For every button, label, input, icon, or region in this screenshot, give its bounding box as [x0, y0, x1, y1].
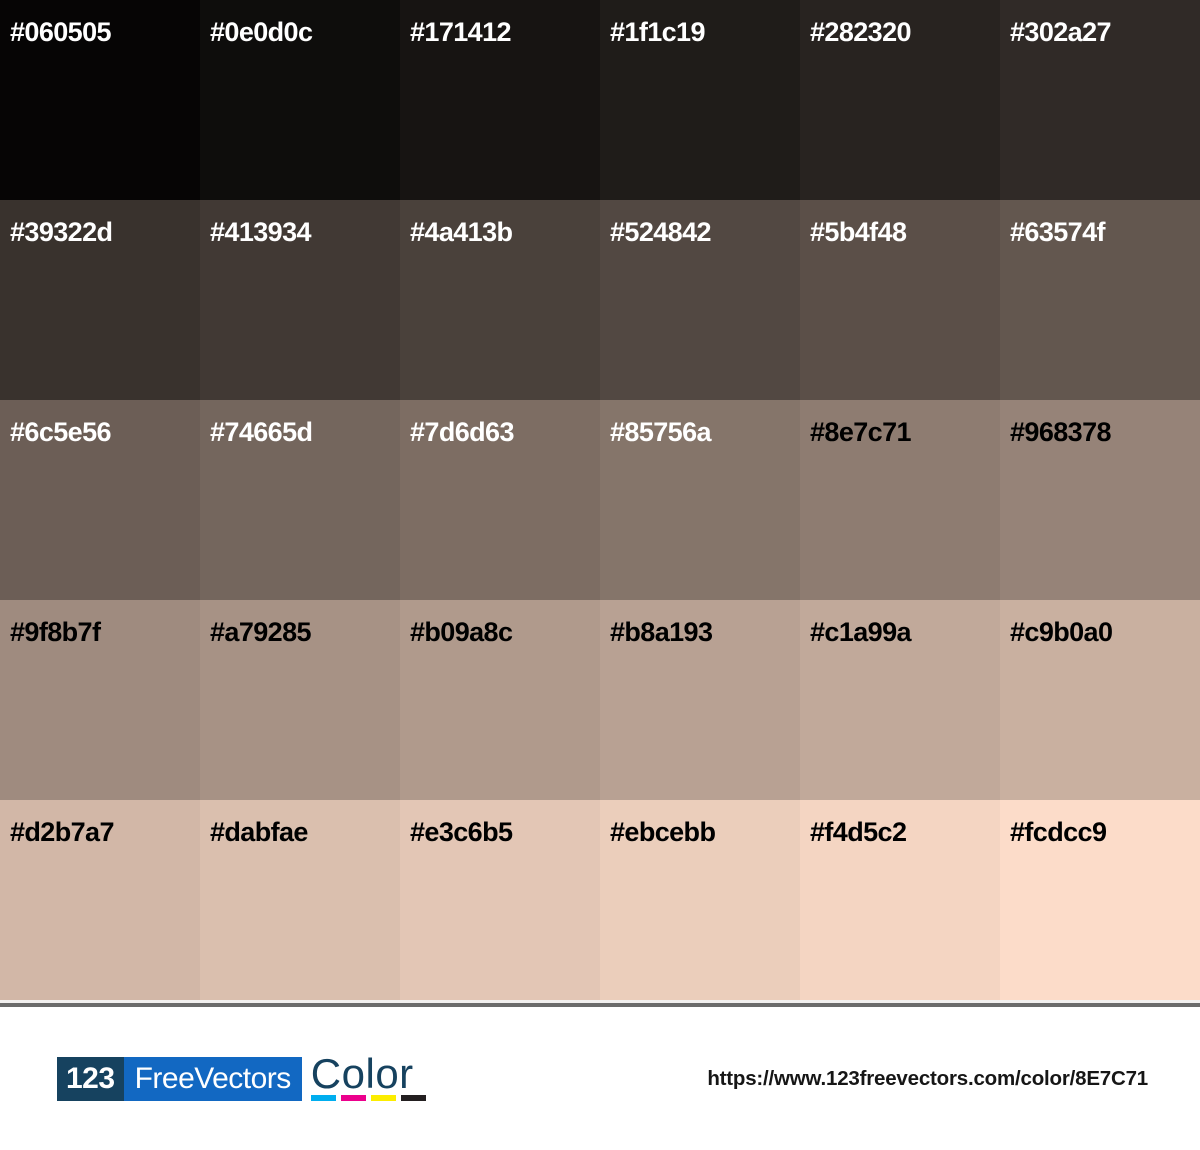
swatch-hex-label: #9f8b7f: [10, 617, 101, 647]
page-url: https://www.123freevectors.com/color/8E7…: [707, 1066, 1148, 1090]
swatch-hex-label: #f4d5c2: [810, 817, 907, 847]
swatch-hex-label: #dabfae: [210, 817, 308, 847]
color-swatch[interactable]: #e3c6b5: [400, 800, 600, 1000]
color-swatch[interactable]: #6c5e56: [0, 400, 200, 600]
color-swatch[interactable]: #74665d: [200, 400, 400, 600]
color-swatch[interactable]: #85756a: [600, 400, 800, 600]
color-swatch[interactable]: #413934: [200, 200, 400, 400]
color-grid: #060505 #0e0d0c #171412 #1f1c19 #282320 #302a…: [0, 0, 1200, 1000]
color-swatch[interactable]: #b8a193: [600, 600, 800, 800]
color-swatch[interactable]: #dabfae: [200, 800, 400, 1000]
swatch-hex-label: #302a27: [1010, 17, 1112, 47]
color-swatch[interactable]: #63574f: [1000, 200, 1200, 400]
magenta-bar: [340, 1094, 366, 1101]
swatch-hex-label: #a79285: [210, 617, 312, 647]
swatch-hex-label: #74665d: [210, 417, 313, 447]
color-swatch[interactable]: #282320: [800, 0, 1000, 200]
brand-logo[interactable]: 123 FreeVectors Color: [57, 1049, 426, 1101]
swatch-hex-label: #060505: [10, 17, 112, 47]
swatch-hex-label: #1f1c19: [610, 17, 705, 47]
swatch-hex-label: #413934: [210, 217, 312, 247]
divider-dark: [0, 1003, 1200, 1007]
color-swatch[interactable]: #968378: [1000, 400, 1200, 600]
color-swatch[interactable]: #ebcebb: [600, 800, 800, 1000]
swatch-hex-label: #c9b0a0: [1010, 617, 1113, 647]
footer: 123 FreeVectors Color https://www.123fre…: [0, 1007, 1200, 1150]
color-swatch[interactable]: #b09a8c: [400, 600, 600, 800]
color-swatch[interactable]: #8e7c71: [800, 400, 1000, 600]
swatch-hex-label: #524842: [610, 217, 712, 247]
color-swatch[interactable]: #302a27: [1000, 0, 1200, 200]
color-swatch[interactable]: #39322d: [0, 200, 200, 400]
color-swatch[interactable]: #060505: [0, 0, 200, 200]
logo-123: 123: [57, 1056, 124, 1101]
swatch-hex-label: #85756a: [610, 417, 712, 447]
swatch-hex-label: #63574f: [1010, 217, 1105, 247]
swatch-hex-label: #ebcebb: [610, 817, 716, 847]
swatch-hex-label: #b09a8c: [410, 617, 513, 647]
color-swatch[interactable]: #c9b0a0: [1000, 600, 1200, 800]
cmyk-bars: [310, 1094, 426, 1101]
swatch-hex-label: #e3c6b5: [410, 817, 513, 847]
color-swatch[interactable]: #9f8b7f: [0, 600, 200, 800]
color-swatch[interactable]: #fcdcc9: [1000, 800, 1200, 1000]
swatch-hex-label: #d2b7a7: [10, 817, 114, 847]
swatch-hex-label: #5b4f48: [810, 217, 907, 247]
color-swatch[interactable]: #a79285: [200, 600, 400, 800]
color-swatch[interactable]: #f4d5c2: [800, 800, 1000, 1000]
swatch-hex-label: #c1a99a: [810, 617, 912, 647]
color-swatch[interactable]: #5b4f48: [800, 200, 1000, 400]
swatch-hex-label: #fcdcc9: [1010, 817, 1107, 847]
logo-freevectors: FreeVectors: [123, 1056, 302, 1101]
black-bar: [400, 1094, 426, 1101]
color-swatch[interactable]: #171412: [400, 0, 600, 200]
swatch-hex-label: #282320: [810, 17, 912, 47]
cyan-bar: [310, 1094, 336, 1101]
logo-badge: 123 FreeVectors: [57, 1056, 302, 1101]
color-swatch[interactable]: #4a413b: [400, 200, 600, 400]
swatch-hex-label: #968378: [1010, 417, 1112, 447]
swatch-hex-label: #171412: [410, 17, 512, 47]
divider-light: [0, 1000, 1200, 1003]
color-swatch[interactable]: #d2b7a7: [0, 800, 200, 1000]
swatch-hex-label: #8e7c71: [810, 417, 912, 447]
logo-color-text: Color: [310, 1049, 414, 1097]
color-swatch[interactable]: #c1a99a: [800, 600, 1000, 800]
swatch-hex-label: #6c5e56: [10, 417, 112, 447]
color-swatch[interactable]: #1f1c19: [600, 0, 800, 200]
color-swatch[interactable]: #524842: [600, 200, 800, 400]
swatch-hex-label: #7d6d63: [410, 417, 514, 447]
yellow-bar: [370, 1094, 396, 1101]
swatch-hex-label: #b8a193: [610, 617, 713, 647]
swatch-hex-label: #4a413b: [410, 217, 513, 247]
color-swatch[interactable]: #7d6d63: [400, 400, 600, 600]
swatch-hex-label: #0e0d0c: [210, 17, 313, 47]
color-swatch[interactable]: #0e0d0c: [200, 0, 400, 200]
logo-color-block: Color: [310, 1049, 426, 1101]
swatch-hex-label: #39322d: [10, 217, 113, 247]
